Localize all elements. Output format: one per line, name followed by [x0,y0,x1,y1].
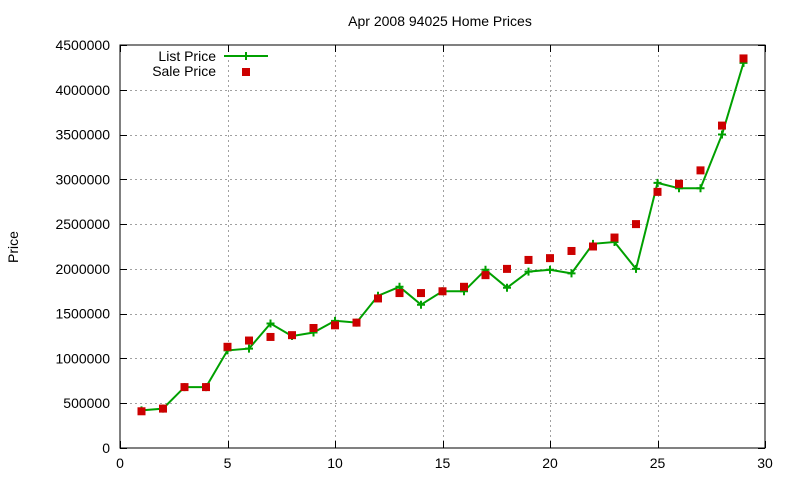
list-price-point [653,178,662,187]
sale-price-point [632,220,640,229]
sale-price-point [546,254,554,263]
sale-price-point [460,282,468,291]
sale-price-point [438,287,447,296]
sale-price-point [266,332,275,341]
sale-price-point [589,242,597,251]
y-tick-label: 0 [102,440,110,456]
list-price-point [524,267,533,276]
sale-price-point [137,407,146,416]
list-price-point [245,344,253,353]
sale-price-point [524,255,533,264]
x-tick-label: 0 [116,455,124,471]
legend: List Price Sale Price [152,48,268,79]
sale-price-point [503,264,511,273]
chart-title: Apr 2008 94025 Home Prices [348,13,532,29]
legend-label-list-price: List Price [158,48,216,64]
sale-price-point [180,383,189,392]
y-tick-label: 1500000 [55,306,110,322]
sale-price-point [202,383,210,392]
legend-label-sale-price: Sale Price [152,63,216,79]
y-tick-label: 500000 [63,395,110,411]
grid-lines [120,45,765,448]
sale-price-point [245,336,253,345]
sale-price-point [696,166,705,175]
y-tick-label: 2000000 [55,261,110,277]
list-price-point [696,184,705,193]
sale-price-point [288,331,296,340]
y-tick-label: 4000000 [55,82,110,98]
sale-price-point [352,318,361,327]
sale-price-point [675,179,683,188]
sale-price-point [718,121,726,130]
x-tick-label: 5 [224,455,232,471]
sale-price-point [331,321,339,330]
list-price-point [632,264,640,273]
list-price-point [417,300,425,309]
y-tick-label: 3500000 [55,127,110,143]
x-tick-label: 10 [327,455,343,471]
sale-price-point [653,187,662,196]
list-price-point [567,269,576,278]
sale-price-point [739,54,748,63]
y-tick-label: 3000000 [55,171,110,187]
sale-price-point [610,233,619,242]
x-tick-label: 30 [757,455,773,471]
tick-labels: 0 5 10 15 20 25 30 0 500000 1000000 1500000 2000000… [55,37,773,471]
sale-price-point [395,289,404,298]
sale-price-point [159,404,167,413]
sale-price-point [481,271,490,280]
list-price-point [546,265,554,274]
x-tick-label: 20 [542,455,558,471]
y-tick-label: 1000000 [55,350,110,366]
sale-price-point [223,342,232,351]
sale-price-point [309,323,318,332]
legend-marker-sale-price [242,68,250,76]
sale-price-point [374,294,382,303]
sale-price-point [417,289,425,298]
list-price-point [718,130,726,139]
x-tick-label: 15 [435,455,451,471]
y-axis-label: Price [5,231,21,263]
list-price-point [503,283,511,292]
legend-marker-list-price [242,52,250,60]
series-layer [137,54,748,416]
plot-border [119,44,766,449]
axis-ticks [120,45,766,449]
sale-price-point [567,246,576,255]
list-price-point [266,319,275,328]
x-tick-label: 25 [650,455,666,471]
y-tick-label: 4500000 [55,37,110,53]
y-tick-label: 2500000 [55,216,110,232]
